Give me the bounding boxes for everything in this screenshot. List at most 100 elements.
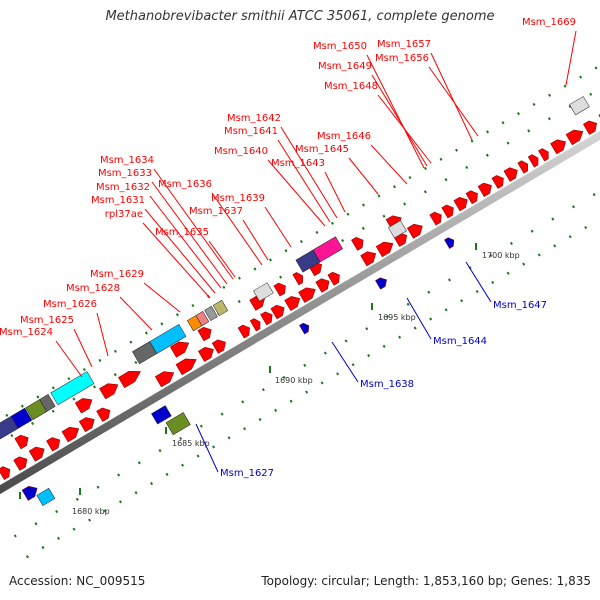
feature-label[interactable]: Msm_1628 [66,283,120,294]
gene-feature [154,371,175,388]
gene-arrow [118,371,141,389]
gene-arrow [298,287,316,303]
gene-arrow [46,437,61,452]
pointer-label[interactable]: Msm_1644 [433,336,487,347]
feature-label[interactable]: Msm_1648 [324,81,378,92]
leader-line [348,157,379,195]
gene-feature [195,311,210,327]
gene-arrow [565,129,584,146]
gene-feature [315,278,330,293]
gene-feature [61,426,80,443]
feature-label[interactable]: Msm_1646 [317,131,371,142]
pointer-label[interactable]: Msm_1647 [493,300,547,311]
feature-label[interactable]: Msm_1640 [214,146,268,157]
gene-feature [50,371,95,406]
feature-label[interactable]: Msm_1645 [295,144,349,155]
gene-arrow [527,154,539,168]
gene-arrow [351,236,364,251]
feature-label[interactable]: Msm_1634 [100,155,154,166]
summary-text: Topology: circular; Length: 1,853,160 bp… [261,574,591,588]
gene-block [10,407,33,429]
feature-label[interactable]: Msm_1657 [377,39,431,50]
gene-block [50,371,95,406]
scale-label: 1680 kbp [72,507,110,516]
gene-feature [569,96,590,116]
gene-feature [149,323,187,354]
gene-arrow [21,485,38,501]
scale-label-group: 1680 kbp 1685 kbp 1690 kbp 1695 kbp 1700… [72,251,520,516]
feature-label[interactable]: Msm_1625 [20,315,74,326]
leader-line [324,171,346,213]
gene-feature [284,296,301,312]
leader-line [96,312,109,357]
gene-feature [375,277,387,290]
feature-label[interactable]: Msm_1669 [522,17,576,28]
gene-arrow [249,318,261,332]
feature-label[interactable]: rpl37ae [105,209,143,220]
gene-arrow [13,456,28,471]
gene-block [212,299,229,317]
gene-arrow [375,241,394,258]
gene-arrow [503,167,518,182]
feature-label[interactable]: Msm_1635 [155,227,209,238]
gene-feature [151,405,172,425]
gene-feature [99,383,119,400]
gene-arrow [360,251,377,267]
gene-feature [298,287,316,303]
feature-label[interactable]: Msm_1637 [189,206,243,217]
gene-feature [477,182,492,198]
gene-feature [375,241,394,258]
gene-feature [441,204,454,219]
gene-arrow [28,446,45,462]
gene-arrow [491,175,504,189]
feature-label[interactable]: Msm_1642 [227,113,281,124]
gene-block [39,394,56,412]
gene-arrow [292,272,303,286]
feature-label[interactable]: Msm_1656 [375,53,429,64]
leader-line [465,261,492,303]
gene-feature [46,437,61,452]
gene-arrow [465,190,478,205]
gene-arrow [61,426,80,443]
feature-label[interactable]: Msm_1643 [271,158,325,169]
feature-label[interactable]: Msm_1629 [90,269,144,280]
gene-feature [253,282,274,302]
gene-arrow [154,371,175,388]
gene-arrow [169,341,190,358]
gene-block [165,412,191,436]
tick-row [13,189,600,538]
feature-label[interactable]: Msm_1626 [43,299,97,310]
gene-block [195,311,210,327]
gene-feature [96,407,111,422]
feature-label[interactable]: Msm_1639 [211,193,265,204]
feature-label[interactable]: Msm_1650 [313,41,367,52]
gene-feature [197,327,212,342]
feature-label[interactable]: Msm_1633 [98,168,152,179]
feature-label[interactable]: Msm_1636 [158,179,212,190]
pointer-label[interactable]: Msm_1638 [360,379,414,390]
gene-arrow [583,120,598,135]
gene-feature [237,324,250,339]
gene-arrow [99,383,119,400]
feature-label[interactable]: Msm_1632 [96,182,150,193]
feature-label[interactable]: Msm_1631 [91,195,145,206]
gene-feature [118,371,141,389]
gene-feature [565,129,584,146]
gene-arrow [270,304,285,320]
gene-arrow [441,204,454,219]
feature-label[interactable]: Msm_1641 [224,126,278,137]
gene-arrow [517,160,528,174]
gene-arrow [550,139,566,155]
pointer-label[interactable]: Msm_1627 [220,468,274,479]
leader-line [153,168,234,280]
leader-line [73,328,93,368]
gene-block [149,323,187,354]
feature-label[interactable]: Msm_1649 [318,61,372,72]
tickmark-layer [0,64,600,559]
leader-line [151,181,228,285]
leader-line [55,340,83,378]
gene-feature [406,223,423,239]
feature-label[interactable]: Msm_1624 [0,327,53,338]
leader-line [195,423,219,473]
